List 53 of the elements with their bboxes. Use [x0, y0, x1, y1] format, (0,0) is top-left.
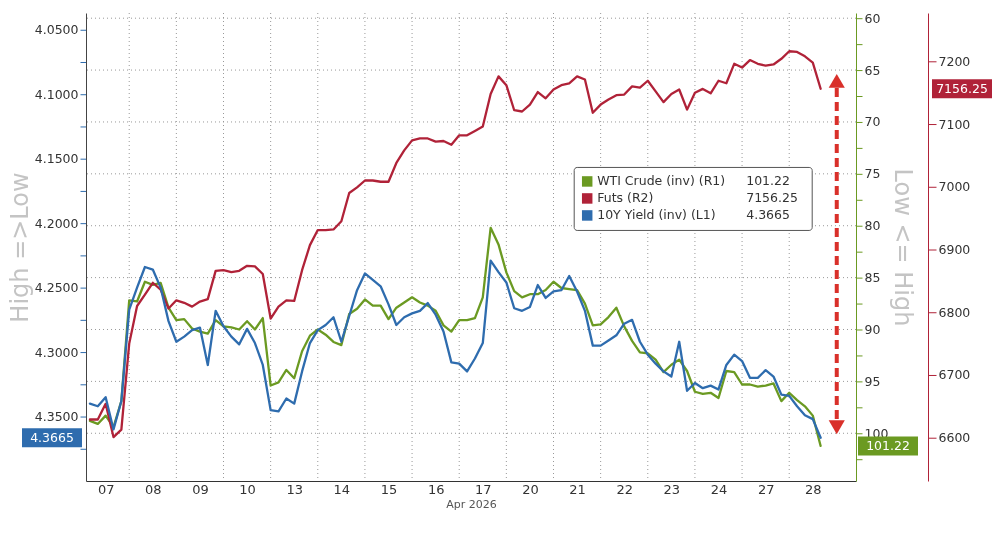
y2-tick-label: 70 — [864, 114, 881, 130]
y3-tick-label: 7200 — [938, 53, 971, 69]
annotation: 4.3665 — [746, 207, 790, 223]
text: 4.3665 — [30, 429, 74, 445]
annotation: 7156.25 — [746, 190, 798, 206]
x-tick-label: 08 — [145, 481, 162, 497]
x-axis-title: Apr 2026 — [446, 497, 497, 511]
legend-label: Futs (R2) — [597, 190, 654, 206]
x-tick-label: 23 — [663, 481, 681, 497]
x-tick-label: 09 — [192, 481, 209, 497]
y-tick-label: 4.3500 — [34, 409, 79, 425]
y2-tick-label: 65 — [864, 62, 881, 78]
text: 101.22 — [866, 437, 910, 453]
line-series — [88, 50, 822, 439]
y-tick-label: 4.2500 — [34, 280, 79, 296]
y2-axis-title: Low <= High — [889, 168, 918, 327]
y-tick-label: 4.0500 — [34, 22, 79, 38]
x-tick-label: 15 — [380, 481, 398, 497]
y-axis-title: High =>Low — [5, 172, 34, 323]
y-tick-label: 4.1000 — [34, 86, 79, 102]
x-tick-label: 13 — [286, 481, 303, 497]
y2-tick-label: 75 — [864, 166, 881, 182]
x-tick-label: 28 — [805, 481, 822, 497]
y3-tick-label: 7100 — [938, 116, 971, 132]
y2-tick-label: 85 — [864, 270, 881, 286]
x-tick-label: 14 — [333, 481, 351, 497]
y-tick-label: 4.2000 — [34, 215, 79, 231]
y3-tick-label: 6800 — [938, 304, 971, 320]
y2-tick-label: 90 — [864, 322, 881, 337]
x-tick-label: 24 — [710, 481, 728, 497]
line-series — [88, 226, 822, 448]
y2-tick-label: 95 — [864, 373, 881, 389]
text: 7156.25 — [936, 80, 988, 96]
y3-tick-label: 6700 — [938, 367, 971, 383]
line-series — [88, 259, 822, 439]
y-tick-label: 4.3000 — [34, 344, 79, 360]
x-tick-label: 16 — [427, 481, 445, 497]
x-tick-label: 22 — [616, 481, 633, 497]
y2-tick-label: 60 — [864, 10, 881, 26]
x-tick-label: 07 — [97, 481, 115, 497]
x-tick-label: 20 — [522, 481, 539, 497]
legend-label: 10Y Yield (inv) (L1) — [597, 207, 716, 223]
y3-tick-label: 7000 — [938, 179, 971, 195]
y3-tick-label: 6600 — [938, 430, 971, 446]
y3-tick-label: 6900 — [938, 242, 971, 258]
x-tick-label: 17 — [475, 481, 492, 497]
annotation: 101.22 — [746, 173, 790, 189]
x-tick-label: 10 — [239, 481, 256, 497]
y2-tick-label: 80 — [864, 218, 881, 234]
y-tick-label: 4.1500 — [34, 151, 79, 167]
x-tick-label: 27 — [757, 481, 775, 497]
x-tick-label: 21 — [569, 481, 586, 497]
legend-label: WTI Crude (inv) (R1) — [597, 173, 726, 189]
